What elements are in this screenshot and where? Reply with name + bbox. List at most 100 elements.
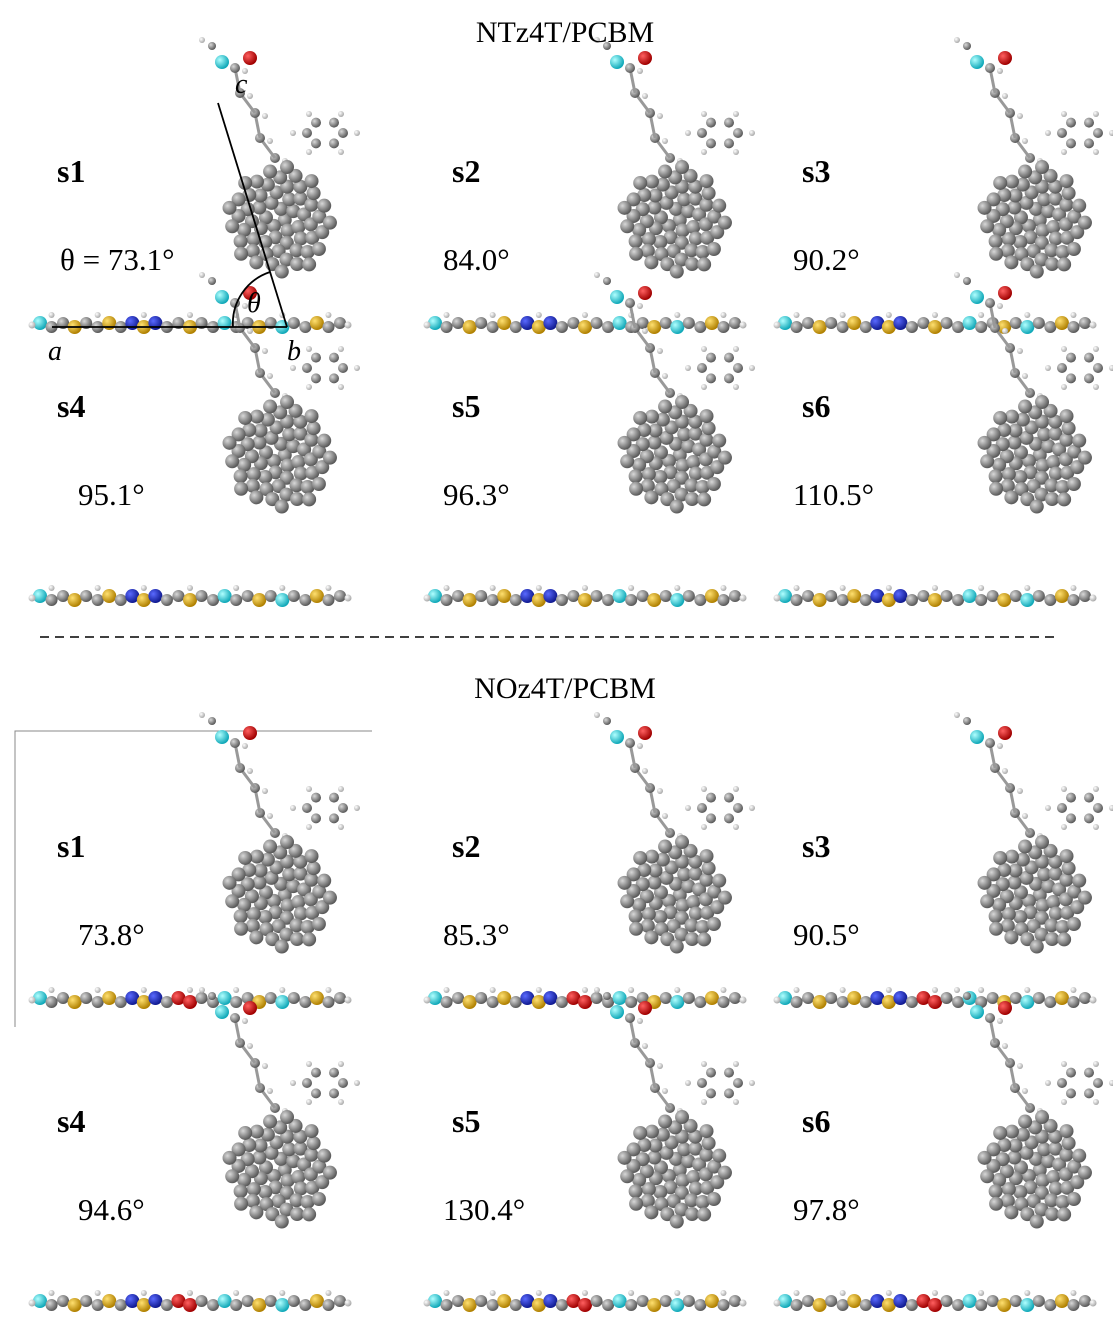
atom xyxy=(160,594,173,606)
atom xyxy=(1029,1214,1044,1229)
atom xyxy=(629,246,644,261)
atom xyxy=(286,1154,301,1169)
atom xyxy=(885,987,892,993)
atom xyxy=(1059,849,1074,864)
atom xyxy=(290,932,305,947)
atom xyxy=(279,987,286,993)
atom xyxy=(773,594,781,602)
atom xyxy=(655,1127,670,1142)
atom xyxy=(233,234,248,249)
atom xyxy=(262,1063,268,1069)
atom xyxy=(688,414,703,429)
atom xyxy=(290,257,305,272)
atom xyxy=(315,225,330,240)
atom xyxy=(1061,785,1067,792)
atom xyxy=(620,1169,635,1184)
atom xyxy=(847,316,862,330)
atom xyxy=(793,1290,800,1296)
atom xyxy=(489,312,496,318)
atom xyxy=(659,992,672,1004)
atom xyxy=(1089,594,1097,602)
atom xyxy=(102,589,117,603)
atom xyxy=(988,234,1003,249)
atom xyxy=(647,875,662,890)
atom xyxy=(1109,130,1113,136)
atom xyxy=(1020,932,1035,947)
atom xyxy=(638,51,652,65)
atom xyxy=(1084,1088,1094,1099)
atom xyxy=(1048,179,1063,194)
atom xyxy=(302,257,317,272)
atom xyxy=(306,861,321,876)
atom xyxy=(1007,1150,1022,1165)
atom xyxy=(629,481,644,496)
atom xyxy=(881,320,896,334)
atom xyxy=(338,384,344,391)
atom xyxy=(648,863,663,878)
panel-label: s4 xyxy=(57,1103,85,1139)
atom xyxy=(148,1294,163,1308)
panel-label: s1 xyxy=(57,153,85,189)
atom xyxy=(885,1290,892,1296)
atom xyxy=(543,316,558,330)
atom xyxy=(602,321,615,333)
atom xyxy=(977,435,992,450)
atom xyxy=(677,192,692,207)
atom xyxy=(80,992,93,1004)
angle-label: 110.5° xyxy=(793,477,874,512)
atom xyxy=(114,996,127,1008)
atom xyxy=(668,845,683,860)
atom xyxy=(267,1088,273,1094)
atom xyxy=(1001,907,1016,922)
atom xyxy=(306,186,321,201)
atom xyxy=(657,348,663,354)
atom xyxy=(638,286,652,300)
atom xyxy=(653,885,668,900)
atom xyxy=(242,743,248,749)
atom xyxy=(670,320,685,334)
atom xyxy=(241,317,254,329)
atom xyxy=(778,589,792,603)
atom xyxy=(242,1138,257,1153)
atom xyxy=(309,991,324,1005)
atom xyxy=(628,1290,635,1296)
atom xyxy=(699,849,714,864)
atom xyxy=(329,1088,339,1099)
atom xyxy=(610,55,624,69)
atom xyxy=(140,585,147,591)
atom xyxy=(260,852,275,867)
atom xyxy=(1004,490,1019,505)
theta-arc xyxy=(232,271,271,328)
atom xyxy=(704,589,719,603)
atom xyxy=(582,585,588,591)
atom xyxy=(322,1165,337,1180)
atom xyxy=(531,1298,546,1312)
atom xyxy=(952,996,965,1008)
label-b: b xyxy=(287,336,301,367)
atom xyxy=(1019,870,1034,885)
atom xyxy=(354,1080,360,1086)
atom xyxy=(160,1299,173,1311)
atom xyxy=(881,593,896,607)
atom xyxy=(1066,117,1076,128)
atom xyxy=(940,317,953,329)
atom xyxy=(1002,93,1008,99)
atom xyxy=(682,1295,695,1307)
atom xyxy=(683,1118,698,1133)
atom xyxy=(423,321,431,329)
atom xyxy=(1015,177,1030,192)
atom xyxy=(688,1129,703,1144)
atom xyxy=(489,1290,496,1296)
atom xyxy=(243,726,257,740)
atom xyxy=(1020,1207,1035,1222)
atom xyxy=(312,209,327,224)
atom xyxy=(33,1294,47,1308)
atom xyxy=(893,1294,908,1308)
atom xyxy=(632,897,647,912)
atom xyxy=(231,1158,246,1173)
atom xyxy=(628,987,635,993)
atom xyxy=(594,712,600,718)
atom xyxy=(1048,866,1063,881)
atom xyxy=(280,898,295,913)
atom xyxy=(640,478,655,493)
